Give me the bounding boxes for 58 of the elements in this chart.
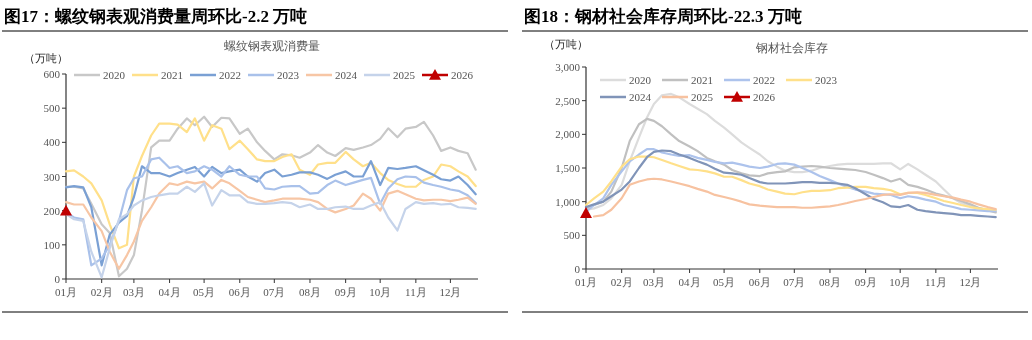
x-tick-label: 02月	[90, 286, 113, 298]
x-tick-label: 08月	[298, 286, 321, 298]
legend-label: 2020	[629, 74, 652, 86]
chart-subtitle: 钢材社会库存	[755, 41, 828, 55]
x-tick-label: 04月	[158, 286, 181, 298]
y-tick-label: 0	[54, 273, 61, 285]
x-tick-label: 07月	[263, 286, 286, 298]
legend-label: 2024	[629, 91, 652, 103]
y-tick-label: 100	[43, 238, 61, 251]
x-tick-label: 12月	[959, 276, 982, 288]
y-axis-title: （万吨）	[544, 38, 588, 50]
x-tick-label: 11月	[405, 286, 427, 298]
x-tick-label: 06月	[228, 286, 251, 298]
legend-label: 2023	[815, 74, 838, 86]
y-tick-label: 2,000	[555, 128, 581, 141]
x-tick-label: 09月	[854, 276, 877, 288]
x-tick-label: 08月	[818, 276, 841, 288]
x-tick-label: 03月	[642, 276, 665, 288]
x-tick-label: 09月	[334, 286, 357, 298]
chart-title: 图18：钢材社会库存周环比-22.3 万吨	[524, 7, 802, 26]
legend-label: 2026	[451, 69, 474, 81]
y-tick-label: 600	[43, 68, 61, 80]
x-tick-label: 02月	[610, 276, 633, 288]
x-tick-label: 04月	[678, 276, 701, 288]
y-tick-label: 300	[43, 170, 61, 183]
y-tick-label: 200	[43, 204, 61, 217]
x-tick-label: 03月	[122, 286, 145, 298]
x-tick-label: 01月	[575, 276, 597, 288]
y-axis-title: （万吨）	[24, 52, 68, 64]
x-tick-label: 01月	[55, 286, 77, 298]
y-tick-label: 3,000	[555, 61, 581, 73]
legend-label: 2021	[691, 74, 713, 86]
y-tick-label: 500	[563, 229, 581, 242]
y-tick-label: 500	[43, 102, 61, 115]
x-tick-label: 11月	[925, 276, 947, 288]
legend-label: 2024	[335, 69, 358, 81]
x-tick-label: 12月	[439, 286, 462, 298]
legend-label: 2025	[393, 69, 416, 81]
x-tick-label: 10月	[369, 286, 392, 298]
y-tick-label: 0	[574, 263, 581, 275]
chart-title: 图17：螺纹钢表观消费量周环比-2.2 万吨	[4, 7, 308, 26]
legend-label: 2021	[161, 69, 183, 81]
x-tick-label: 05月	[193, 286, 216, 298]
y-tick-label: 1,500	[555, 162, 581, 174]
x-tick-label: 05月	[713, 276, 736, 288]
legend-label: 2025	[691, 91, 714, 103]
x-tick-label: 07月	[783, 276, 806, 288]
legend-label: 2026	[753, 91, 776, 103]
y-tick-label: 2,500	[555, 94, 581, 107]
legend-label: 2023	[277, 69, 300, 81]
y-tick-label: 400	[43, 136, 61, 149]
x-tick-label: 10月	[889, 276, 912, 288]
legend-label: 2022	[753, 74, 775, 86]
y-tick-label: 1,000	[555, 195, 581, 208]
legend-label: 2022	[219, 69, 241, 81]
legend-label: 2020	[103, 69, 126, 81]
chart-subtitle: 螺纹钢表观消费量	[224, 39, 320, 53]
x-tick-label: 06月	[748, 276, 771, 288]
